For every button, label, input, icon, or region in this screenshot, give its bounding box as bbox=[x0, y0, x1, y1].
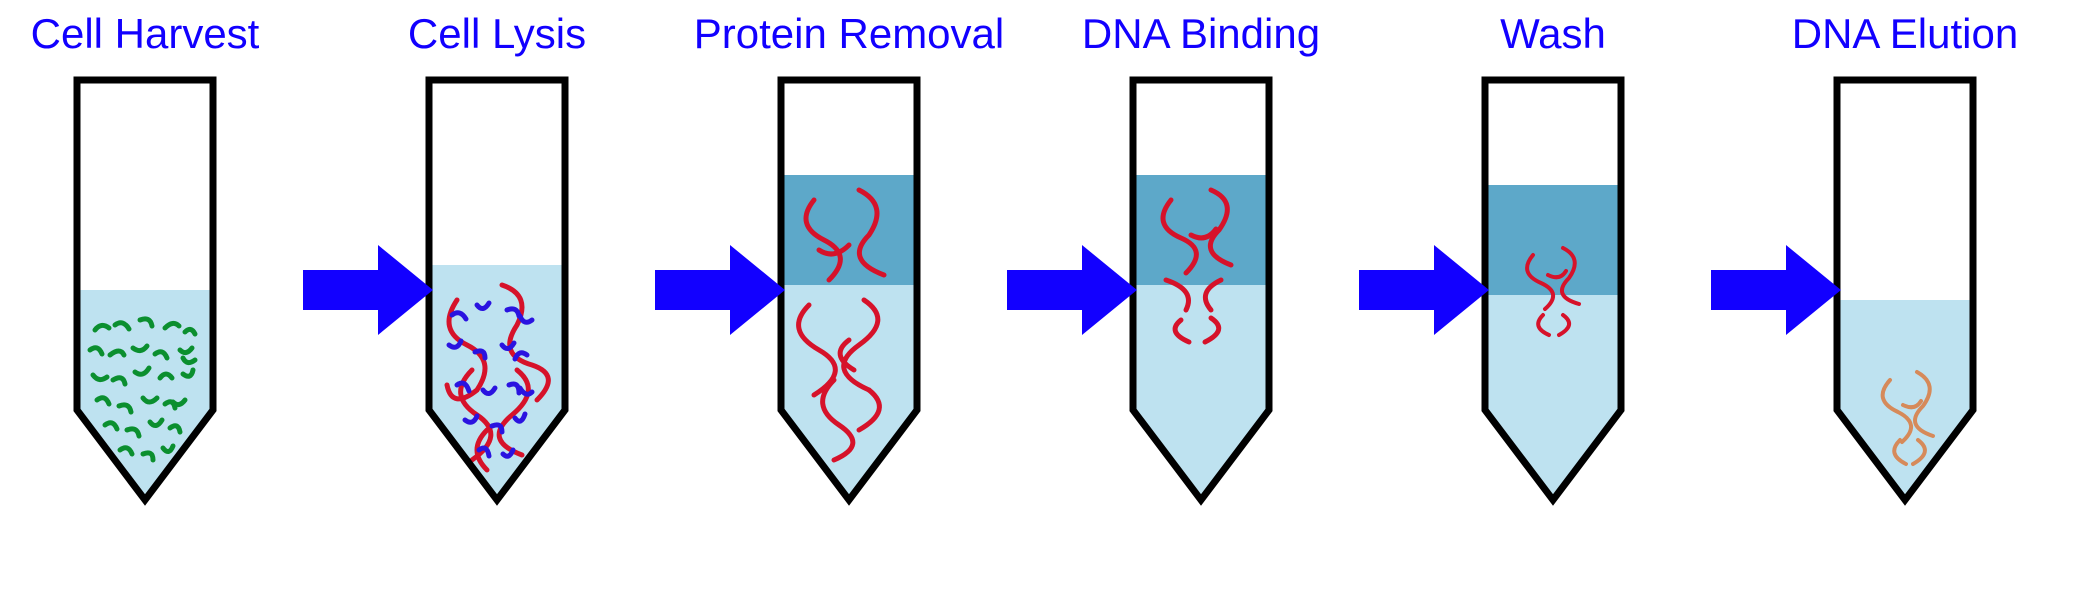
step-label: Wash bbox=[1408, 10, 1698, 58]
tube-cell-harvest bbox=[55, 70, 235, 520]
flow-arrow-icon bbox=[650, 240, 790, 340]
step-label: Cell Lysis bbox=[322, 10, 672, 58]
step-label: DNA Elution bbox=[1730, 10, 2080, 58]
flow-arrow-icon bbox=[298, 240, 438, 340]
dna-extraction-diagram: Cell Harvest bbox=[0, 0, 2100, 600]
flow-arrow-icon bbox=[1002, 240, 1142, 340]
step-label: DNA Binding bbox=[1016, 10, 1386, 58]
step-label: Protein Removal bbox=[644, 10, 1054, 58]
step-label: Cell Harvest bbox=[0, 10, 290, 58]
flow-arrow-icon bbox=[1706, 240, 1846, 340]
flow-arrow-icon bbox=[1354, 240, 1494, 340]
